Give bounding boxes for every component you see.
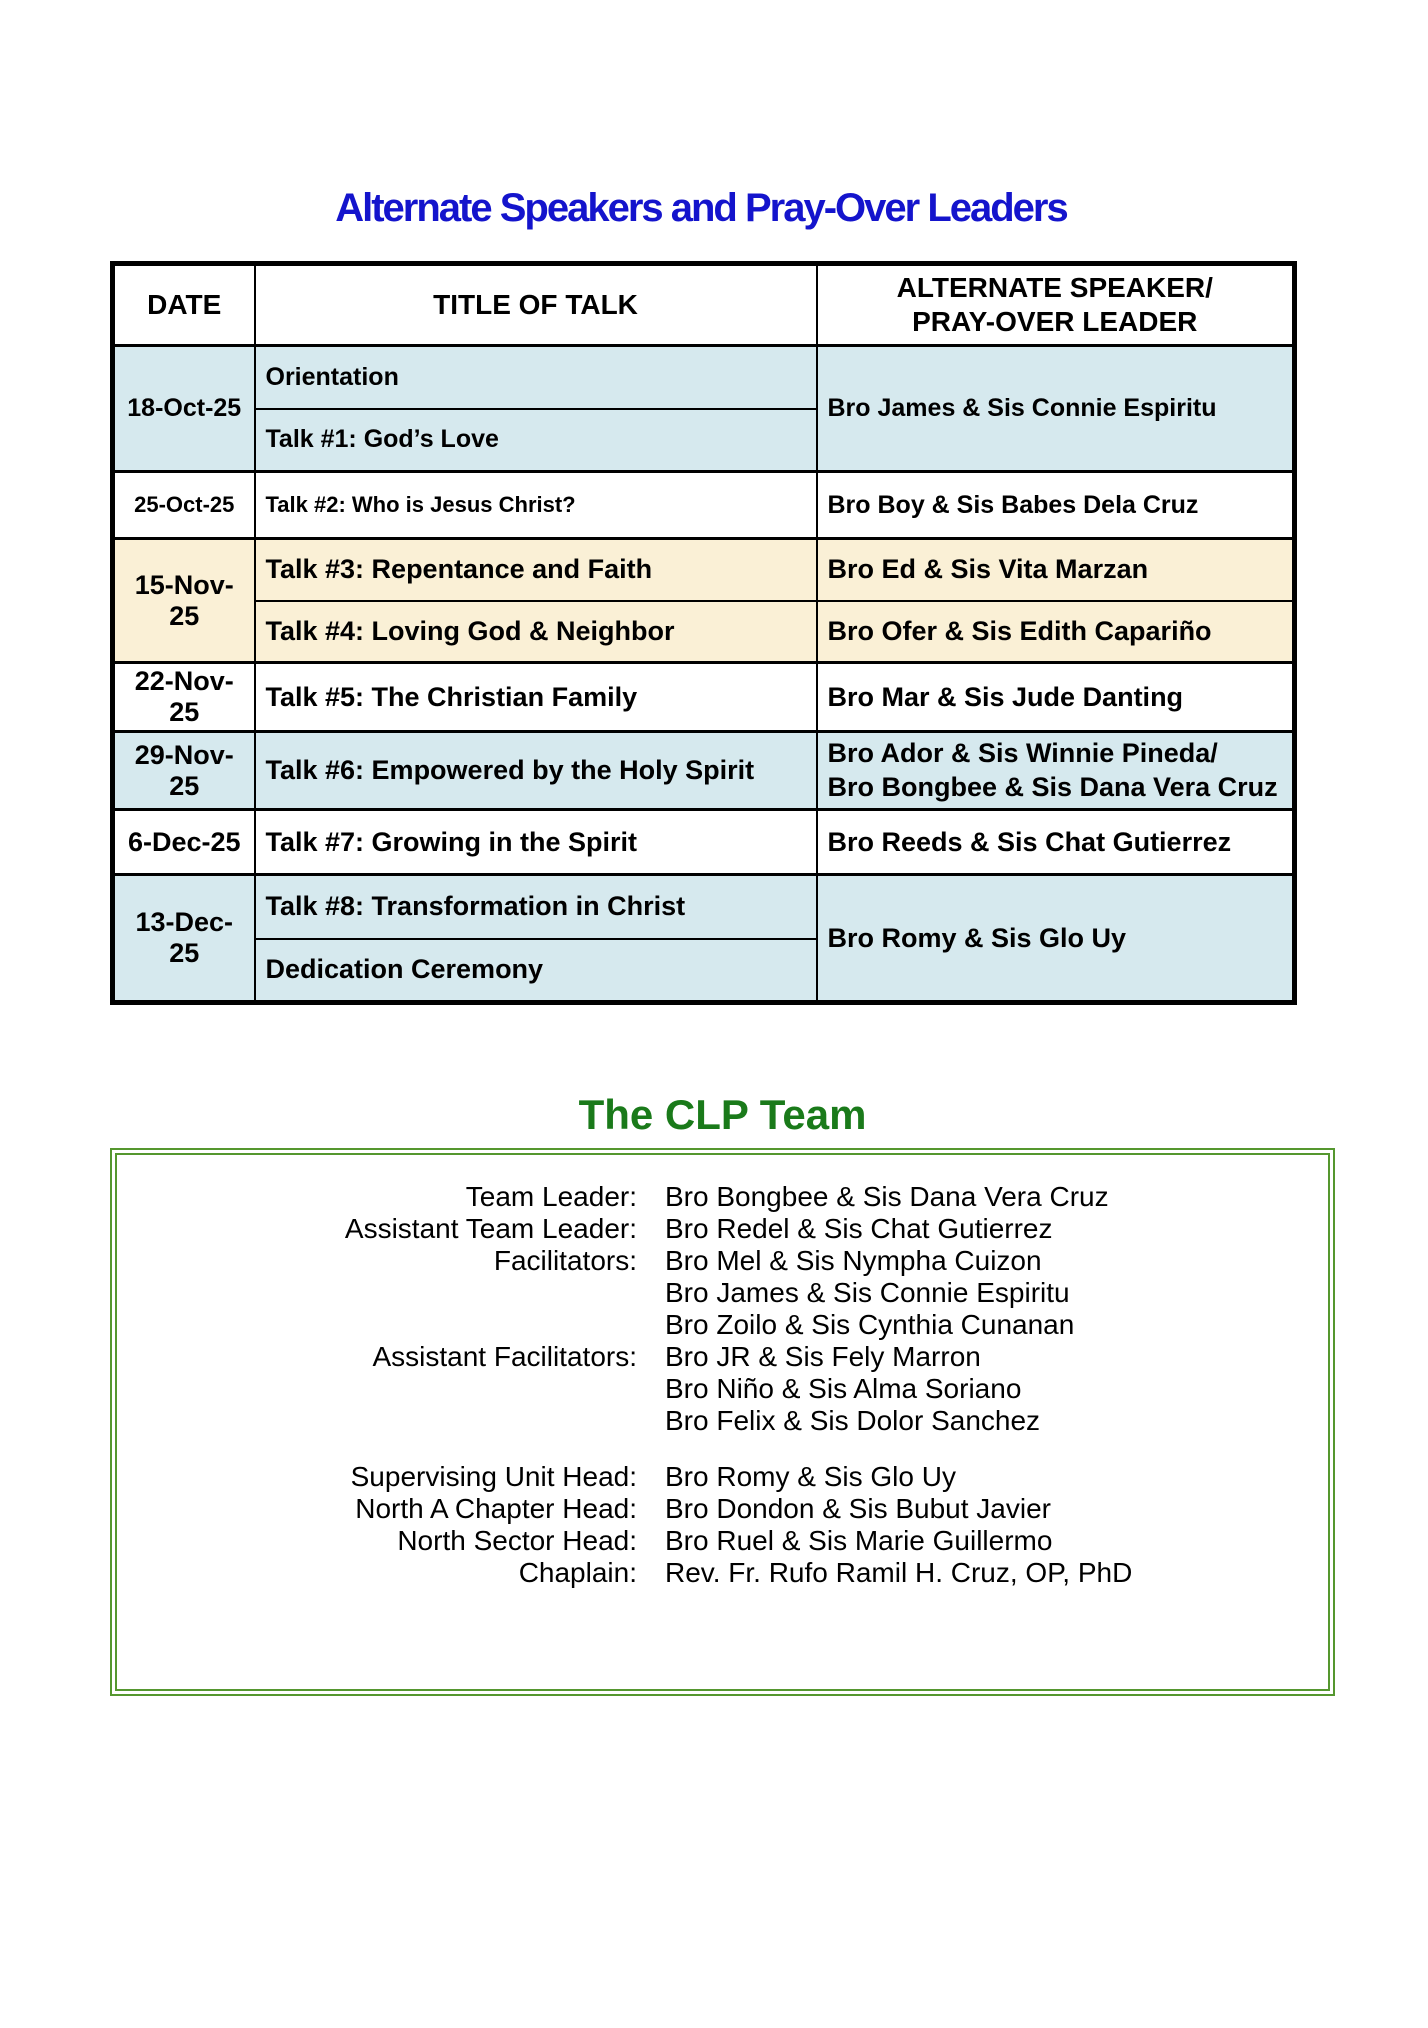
talk-cell: Talk #5: The Christian Family xyxy=(253,661,818,733)
team-entry-name: Bro Niño & Sis Alma Soriano xyxy=(665,1373,1022,1404)
schedule-table: DATE TITLE OF TALK ALTERNATE SPEAKER/ PR… xyxy=(110,261,1297,1005)
table-row: 13-Dec-25 Talk #8: Transformation in Chr… xyxy=(111,873,1296,1004)
team-title: The CLP Team xyxy=(578,1091,867,1138)
speaker-cell: Bro Ofer & Sis Edith Capariño xyxy=(815,599,1296,664)
speaker-cell: Bro Ed & Sis Vita Marzan xyxy=(815,537,1296,602)
talk-cell: Talk #8: Transformation in Christ xyxy=(253,873,818,940)
speaker-cell: Bro Mar & Sis Jude Danting xyxy=(815,661,1296,733)
team-entry-label: Team Leader: xyxy=(465,1181,637,1212)
team-entry-label: Assistant Facilitators: xyxy=(372,1341,637,1372)
team-entry-chaplain: Chaplain: Rev. Fr. Rufo Ramil H. Cruz, O… xyxy=(117,1557,1328,1589)
team-entry-label: Supervising Unit Head: xyxy=(350,1461,637,1492)
team-entry-north-sector-head: North Sector Head: Bro Ruel & Sis Marie … xyxy=(117,1525,1328,1557)
team-entry-label: Facilitators: xyxy=(493,1245,637,1276)
team-entry-name: Bro Mel & Sis Nympha Cuizon xyxy=(665,1245,1042,1276)
table-row: Talk #4: Loving God & Neighbor Bro Ofer … xyxy=(113,599,1296,664)
team-entry-name: Bro Felix & Sis Dolor Sanchez xyxy=(665,1405,1041,1436)
date-cell: 22-Nov-25 xyxy=(111,661,256,733)
date-cell: 25-Oct-25 xyxy=(111,470,256,540)
header-row: DATE TITLE OF TALK ALTERNATE SPEAKER/ PR… xyxy=(111,262,1296,347)
schedule-title: Alternate Speakers and Pray-Over Leaders xyxy=(335,186,1069,230)
date-cell: 18-Oct-25 xyxy=(111,344,256,473)
team-entry-label: Assistant Team Leader: xyxy=(344,1213,637,1244)
team-entry-name: Bro JR & Sis Fely Marron xyxy=(665,1341,981,1372)
date-cell: 15-Nov-25 xyxy=(111,537,256,664)
header-alternate-speaker-line2: PRAY-OVER LEADER xyxy=(912,306,1198,337)
header-title-of-talk: TITLE OF TALK xyxy=(253,262,818,347)
team-box-inner: Team Leader: Bro Bongbee & Sis Dana Vera… xyxy=(115,1153,1330,1691)
team-entry-assistant-team-leader: Assistant Team Leader: Bro Redel & Sis C… xyxy=(117,1213,1328,1245)
team-entry-name: Bro Dondon & Sis Bubut Javier xyxy=(665,1493,1051,1524)
team-entry-north-a-chapter-head: North A Chapter Head: Bro Dondon & Sis B… xyxy=(117,1493,1328,1525)
speaker-line2: Bro Bongbee & Sis Dana Vera Cruz xyxy=(827,771,1278,802)
speaker-cell: Bro James & Sis Connie Espiritu xyxy=(815,344,1296,473)
speaker-cell: Bro Reeds & Sis Chat Gutierrez xyxy=(815,808,1296,876)
table-row: Dedication Ceremony xyxy=(113,937,1295,1004)
table-row: 25-Oct-25 Talk #2: Who is Jesus Christ? … xyxy=(111,470,1296,540)
table-row: 22-Nov-25 Talk #5: The Christian Family … xyxy=(111,661,1296,733)
date-cell: 29-Nov-25 xyxy=(111,730,256,811)
team-entry-name: Bro James & Sis Connie Espiritu xyxy=(665,1277,1070,1308)
team-entry-name: Bro Redel & Sis Chat Gutierrez xyxy=(665,1213,1053,1244)
header-alternate-speaker-line1: ALTERNATE SPEAKER/ xyxy=(896,272,1213,303)
team-entry-team-leader: Team Leader: Bro Bongbee & Sis Dana Vera… xyxy=(117,1181,1328,1213)
speaker-line1: Bro Ador & Sis Winnie Pineda/ xyxy=(827,737,1218,768)
team-entry-assistant-facilitators: Assistant Facilitators: Bro JR & Sis Fel… xyxy=(117,1341,1328,1437)
talk-cell: Dedication Ceremony xyxy=(253,937,818,1004)
team-entry-name: Bro Bongbee & Sis Dana Vera Cruz xyxy=(665,1181,1109,1212)
team-entry-name: Bro Ruel & Sis Marie Guillermo xyxy=(665,1525,1053,1556)
team-entry-label: North A Chapter Head: xyxy=(355,1493,637,1524)
table-row: 15-Nov-25 Talk #3: Repentance and Faith … xyxy=(111,537,1296,664)
header-alternate-speaker: ALTERNATE SPEAKER/ PRAY-OVER LEADER xyxy=(815,262,1296,347)
talk-cell: Talk #3: Repentance and Faith xyxy=(253,537,818,602)
table-row: Talk #1: God’s Love xyxy=(113,407,1295,473)
team-box: Team Leader: Bro Bongbee & Sis Dana Vera… xyxy=(110,1148,1335,1696)
speaker-cell: Bro Boy & Sis Babes Dela Cruz xyxy=(815,470,1296,540)
team-roster: Team Leader: Bro Bongbee & Sis Dana Vera… xyxy=(117,1181,1328,1589)
team-entry-label: North Sector Head: xyxy=(397,1525,637,1556)
team-entry-supervising-unit-head: Supervising Unit Head: Bro Romy & Sis Gl… xyxy=(117,1461,1328,1493)
team-entry-facilitators: Facilitators: Bro Mel & Sis Nympha Cuizo… xyxy=(117,1245,1328,1341)
talk-cell: Talk #7: Growing in the Spirit xyxy=(253,808,818,876)
talk-cell: Talk #4: Loving God & Neighbor xyxy=(253,599,818,664)
header-date: DATE xyxy=(111,262,256,347)
speaker-cell: Bro Ador & Sis Winnie Pineda/ Bro Bongbe… xyxy=(815,730,1296,811)
talk-cell: Talk #1: God’s Love xyxy=(253,407,818,473)
table-row: 29-Nov-25 Talk #6: Empowered by the Holy… xyxy=(111,730,1296,811)
team-entry-name: Bro Zoilo & Sis Cynthia Cunanan xyxy=(665,1309,1075,1340)
talk-cell: Talk #2: Who is Jesus Christ? xyxy=(253,470,818,540)
date-cell: 6-Dec-25 xyxy=(111,808,256,876)
speaker-cell: Bro Romy & Sis Glo Uy xyxy=(815,873,1296,1004)
team-entry-label: Chaplain: xyxy=(518,1557,637,1588)
date-cell: 13-Dec-25 xyxy=(111,873,256,1004)
talk-cell: Talk #6: Empowered by the Holy Spirit xyxy=(253,730,818,811)
talk-cell: Orientation xyxy=(253,344,818,410)
team-entry-name: Bro Romy & Sis Glo Uy xyxy=(665,1461,956,1492)
team-entry-name: Rev. Fr. Rufo Ramil H. Cruz, OP, PhD xyxy=(665,1557,1133,1588)
table-row: 6-Dec-25 Talk #7: Growing in the Spirit … xyxy=(111,808,1296,876)
document-page: Alternate Speakers and Pray-Over Leaders… xyxy=(110,186,1335,1696)
table-row: 18-Oct-25 Orientation Bro James & Sis Co… xyxy=(111,344,1296,473)
